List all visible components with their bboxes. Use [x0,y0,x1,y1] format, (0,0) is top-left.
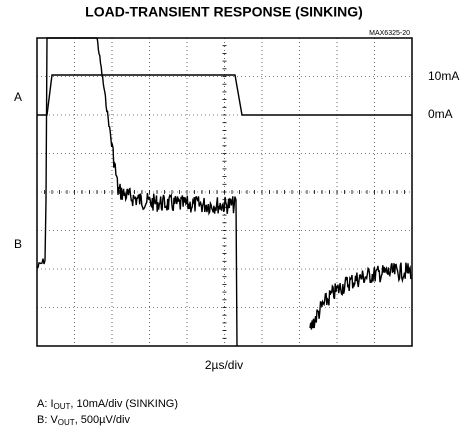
legend-b-suffix: , 500µV/div [75,414,131,426]
trace-a [37,74,412,116]
level-low-label: 0mA [428,107,453,121]
title: LOAD-TRANSIENT RESPONSE (SINKING) [85,4,363,20]
grid [36,37,413,347]
legend-b-sub: OUT [58,418,75,427]
legend-b: B: VOUT, 500µV/div [37,414,130,427]
level-high-label: 10mA [428,69,459,83]
trace-b-label: B [14,237,22,251]
trace-a-label: A [14,90,22,104]
legend-a: A: IOUT, 10mA/div (SINKING) [37,398,178,411]
legend-a-sub: OUT [54,402,71,411]
legend-a-suffix: , 10mA/div (SINKING) [70,398,178,410]
trace-b [36,37,412,347]
legend-a-prefix: A: I [37,398,54,410]
chip-id: MAX6325-20 [369,30,410,37]
legend-b-prefix: B: V [37,414,58,426]
x-scale: 2µs/div [205,358,243,372]
